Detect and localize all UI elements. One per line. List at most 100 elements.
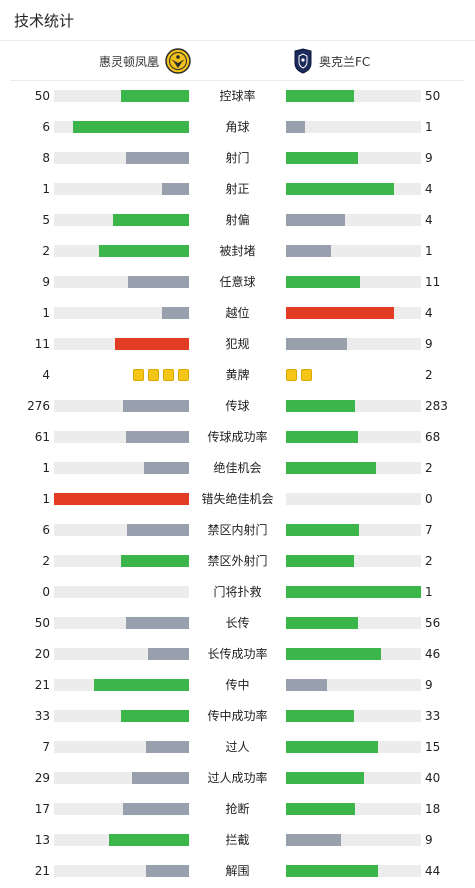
home-stat-value: 6	[42, 523, 50, 537]
stat-label: 任意球	[219, 275, 256, 289]
stat-label: 禁区外射门	[207, 554, 268, 568]
stat-row: 50 长传 56	[0, 608, 475, 639]
home-stat-bar-track	[54, 431, 189, 443]
home-stat-bar-fill	[73, 121, 189, 133]
stat-label: 射正	[225, 182, 250, 196]
away-stat-bar-track	[286, 121, 421, 133]
away-stat-bar-track	[286, 493, 421, 505]
stat-label: 错失绝佳机会	[201, 492, 274, 506]
home-stat-value: 61	[34, 430, 50, 444]
away-stat-value: 50	[425, 89, 441, 103]
stat-row: 21 解围 44	[0, 856, 475, 887]
home-stat-bar-track	[54, 462, 189, 474]
away-stat-bar-track	[286, 183, 421, 195]
home-stat-value: 5	[42, 213, 50, 227]
stat-row: 0 门将扑救 1	[0, 577, 475, 608]
stat-label: 越位	[225, 306, 250, 320]
home-stat-value: 50	[34, 89, 50, 103]
home-stat-value: 2	[42, 244, 50, 258]
away-stat-bar-fill	[286, 462, 376, 474]
home-stat-bar-fill	[126, 617, 189, 629]
away-stat-bar-track	[286, 710, 421, 722]
stat-row: 2 禁区外射门 2	[0, 546, 475, 577]
stat-row: 1 射正 4	[0, 174, 475, 205]
away-stat-bar-track	[286, 307, 421, 319]
away-stat-value: 2	[425, 368, 433, 382]
away-stat-bar-track	[286, 803, 421, 815]
away-stat-value: 1	[425, 120, 433, 134]
home-stat-bar-track	[54, 121, 189, 133]
home-stat-value: 1	[42, 306, 50, 320]
stat-row: 4 黄牌 2	[0, 360, 475, 391]
away-stat-bar-fill	[286, 679, 327, 691]
stat-label: 解围	[225, 864, 250, 878]
home-stat-bar-track	[54, 710, 189, 722]
away-stat-bar-track	[286, 152, 421, 164]
away-stat-bar-track	[286, 245, 421, 257]
away-stat-bar-fill	[286, 617, 358, 629]
stat-label: 拦截	[225, 833, 250, 847]
stat-label: 传球	[225, 399, 250, 413]
home-stat-bar-fill	[146, 865, 189, 877]
away-stat-bar-fill	[286, 803, 355, 815]
away-stat-bar-track	[286, 276, 421, 288]
stat-label: 绝佳机会	[213, 461, 262, 475]
home-team-name: 惠灵顿凤凰	[98, 54, 159, 69]
stat-label: 控球率	[219, 89, 256, 103]
away-stat-bar-track	[286, 617, 421, 629]
stat-row: 61 传球成功率 68	[0, 422, 475, 453]
home-stat-bar-track	[54, 524, 189, 536]
yellow-card-icon	[178, 369, 189, 381]
home-stat-bar-fill	[115, 338, 189, 350]
home-stat-bar-fill	[121, 90, 189, 102]
away-stat-bar-track	[286, 338, 421, 350]
away-stat-value: 68	[425, 430, 441, 444]
away-stat-value: 40	[425, 771, 441, 785]
home-stat-bar-fill	[128, 276, 189, 288]
away-stat-value: 1	[425, 585, 433, 599]
home-stat-bar-track	[54, 338, 189, 350]
home-stat-bar-fill	[113, 214, 189, 226]
away-stat-bar-track	[286, 741, 421, 753]
away-stat-value: 11	[425, 275, 441, 289]
stat-row: 21 传中 9	[0, 670, 475, 701]
home-stat-bar-track	[54, 400, 189, 412]
home-stat-bar-fill	[162, 307, 189, 319]
home-stat-bar-track	[54, 214, 189, 226]
home-stat-bar-fill	[94, 679, 189, 691]
away-stat-bar-fill	[286, 90, 354, 102]
home-stat-value: 9	[42, 275, 50, 289]
home-team[interactable]: 惠灵顿凤凰	[99, 46, 191, 76]
home-stat-value: 29	[34, 771, 50, 785]
away-stat-bar-track	[286, 400, 421, 412]
away-stat-bar-fill	[286, 338, 347, 350]
away-stat-value: 9	[425, 833, 433, 847]
away-stat-bar-fill	[286, 741, 378, 753]
stat-label: 黄牌	[225, 368, 250, 382]
away-stat-value: 9	[425, 678, 433, 692]
stat-row: 17 抢断 18	[0, 794, 475, 825]
home-stat-bar-track	[54, 245, 189, 257]
away-stat-bar-fill	[286, 183, 394, 195]
away-stat-bar-fill	[286, 772, 364, 784]
teams-header: 惠灵顿凤凰 奥克兰FC	[0, 46, 475, 76]
home-stat-bar-track	[54, 493, 189, 505]
home-stat-bar-track	[54, 586, 189, 598]
home-stat-bar-fill	[132, 772, 189, 784]
stat-label: 禁区内射门	[207, 523, 268, 537]
away-stat-value: 33	[425, 709, 441, 723]
stat-row: 29 过人成功率 40	[0, 763, 475, 794]
stat-row: 1 错失绝佳机会 0	[0, 484, 475, 515]
away-team[interactable]: 奥克兰FC	[293, 46, 370, 76]
home-stat-value: 6	[42, 120, 50, 134]
away-stat-value: 2	[425, 461, 433, 475]
away-stat-bar-track	[286, 90, 421, 102]
away-stat-bar-track	[286, 772, 421, 784]
stat-row: 11 犯规 9	[0, 329, 475, 360]
stat-label: 长传成功率	[207, 647, 268, 661]
stat-label: 过人成功率	[207, 771, 268, 785]
stat-label: 门将扑救	[213, 585, 262, 599]
home-stat-bar-fill	[121, 555, 189, 567]
home-stat-value: 20	[34, 647, 50, 661]
stat-row: 2 被封堵 1	[0, 236, 475, 267]
